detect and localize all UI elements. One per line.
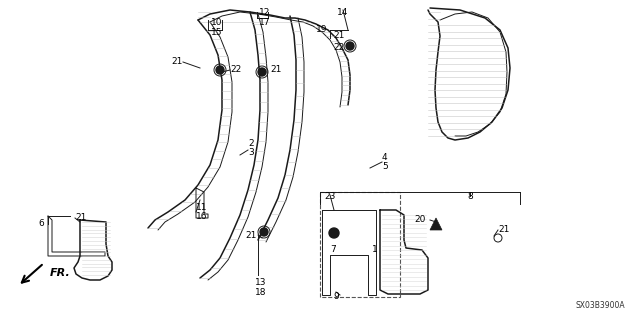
Text: 23: 23 (324, 192, 336, 201)
Text: 21: 21 (270, 65, 282, 75)
Text: 7: 7 (330, 244, 336, 254)
Text: 14: 14 (337, 8, 349, 17)
Text: 21: 21 (498, 226, 509, 234)
Text: 13
18: 13 18 (255, 278, 267, 297)
Text: FR.: FR. (50, 268, 71, 278)
Circle shape (260, 228, 268, 236)
Circle shape (346, 42, 354, 50)
Text: 21: 21 (246, 231, 257, 240)
Text: 20: 20 (415, 216, 426, 225)
Text: 11
16: 11 16 (196, 203, 207, 221)
Text: SX03B3900A: SX03B3900A (575, 301, 625, 310)
Circle shape (258, 68, 266, 76)
Circle shape (216, 66, 224, 74)
Text: 21: 21 (333, 32, 344, 41)
Polygon shape (430, 218, 442, 230)
Text: 21: 21 (172, 57, 183, 66)
Text: 6: 6 (38, 219, 44, 228)
Text: 8: 8 (467, 192, 473, 201)
Text: 12
17: 12 17 (259, 8, 271, 27)
Text: 9: 9 (333, 292, 339, 301)
Text: 4
5: 4 5 (382, 153, 388, 171)
Text: 10
15: 10 15 (211, 18, 223, 37)
Circle shape (329, 228, 339, 238)
Text: 22: 22 (230, 65, 241, 75)
Text: 22: 22 (333, 43, 344, 53)
Text: 21: 21 (75, 213, 86, 222)
Text: 19: 19 (316, 26, 327, 34)
Text: 2
3: 2 3 (248, 139, 253, 157)
Text: 1: 1 (372, 244, 378, 254)
Bar (320, 192, 400, 297)
